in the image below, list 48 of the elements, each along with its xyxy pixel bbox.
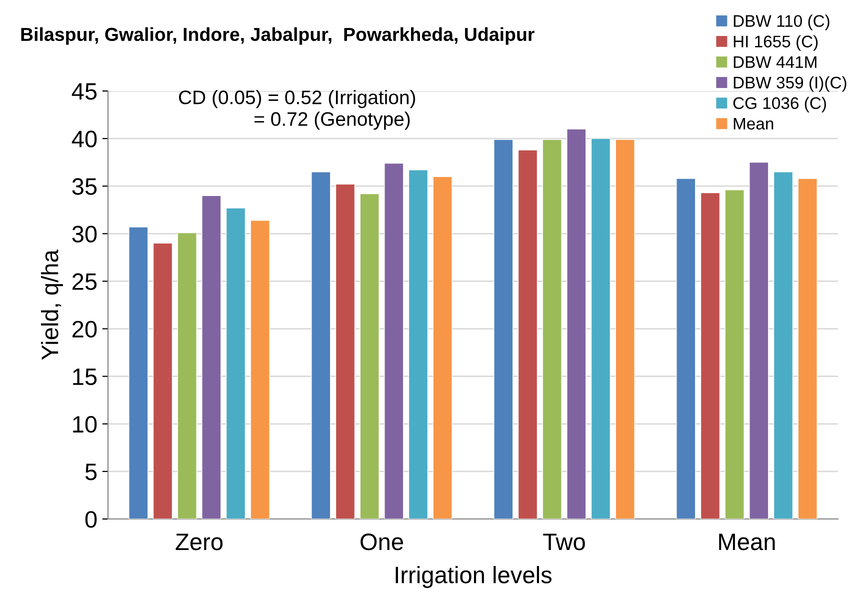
bar (177, 232, 197, 519)
chart-title: Bilaspur, Gwalior, Indore, Jabalpur, Powarkheda, Udaipur (21, 27, 534, 45)
legend-label: Mean (734, 118, 774, 130)
y-axis-title: Yield, q/ha (40, 250, 63, 360)
bar (676, 178, 696, 519)
x-tick-label: Zero (176, 534, 223, 550)
bar (226, 208, 246, 519)
bar (518, 150, 538, 519)
bar (566, 128, 586, 519)
y-tick-label: 45 (72, 83, 97, 100)
bar (773, 171, 794, 519)
y-tick-label: 15 (73, 368, 97, 386)
bar (542, 139, 562, 519)
bar (432, 176, 452, 519)
y-tick-label: 30 (72, 226, 97, 242)
bar (202, 195, 222, 519)
x-tick-label: Mean (719, 534, 775, 550)
bar (749, 162, 769, 519)
legend-label: DBW 359 (I)(C) (734, 76, 846, 92)
bar (615, 139, 635, 519)
x-axis-title: Irrigation levels (396, 566, 552, 588)
y-tick-label: 20 (72, 320, 97, 338)
bar (311, 171, 331, 519)
legend-label: CG 1036 (C) (733, 96, 826, 112)
legend-label: HI 1655 (C) (734, 35, 818, 51)
bar (384, 162, 404, 519)
bar (798, 178, 818, 519)
x-tick-label: Two (543, 534, 585, 550)
annotation: CD (0.05) = 0.52 (Irrigation) = 0.72 (Genotype) (178, 90, 416, 130)
y-tick-label: 10 (73, 416, 97, 433)
bar (494, 139, 514, 519)
legend-label: DBW 441M (734, 56, 816, 68)
y-tick-label: 40 (72, 130, 97, 148)
bar (250, 220, 270, 519)
bar (700, 192, 720, 519)
x-tick-label: One (360, 534, 404, 550)
bar (152, 242, 173, 519)
y-tick-label: 35 (72, 178, 97, 195)
bar (128, 226, 148, 519)
bar (360, 193, 380, 519)
legend-label: DBW 110 (C) (734, 14, 830, 30)
y-tick-label: 0 (85, 511, 97, 528)
bar (724, 190, 744, 519)
bar (408, 170, 428, 519)
y-tick-label: 5 (85, 464, 97, 480)
bar (335, 184, 356, 519)
bar (590, 138, 611, 519)
y-tick-label: 25 (72, 273, 97, 290)
